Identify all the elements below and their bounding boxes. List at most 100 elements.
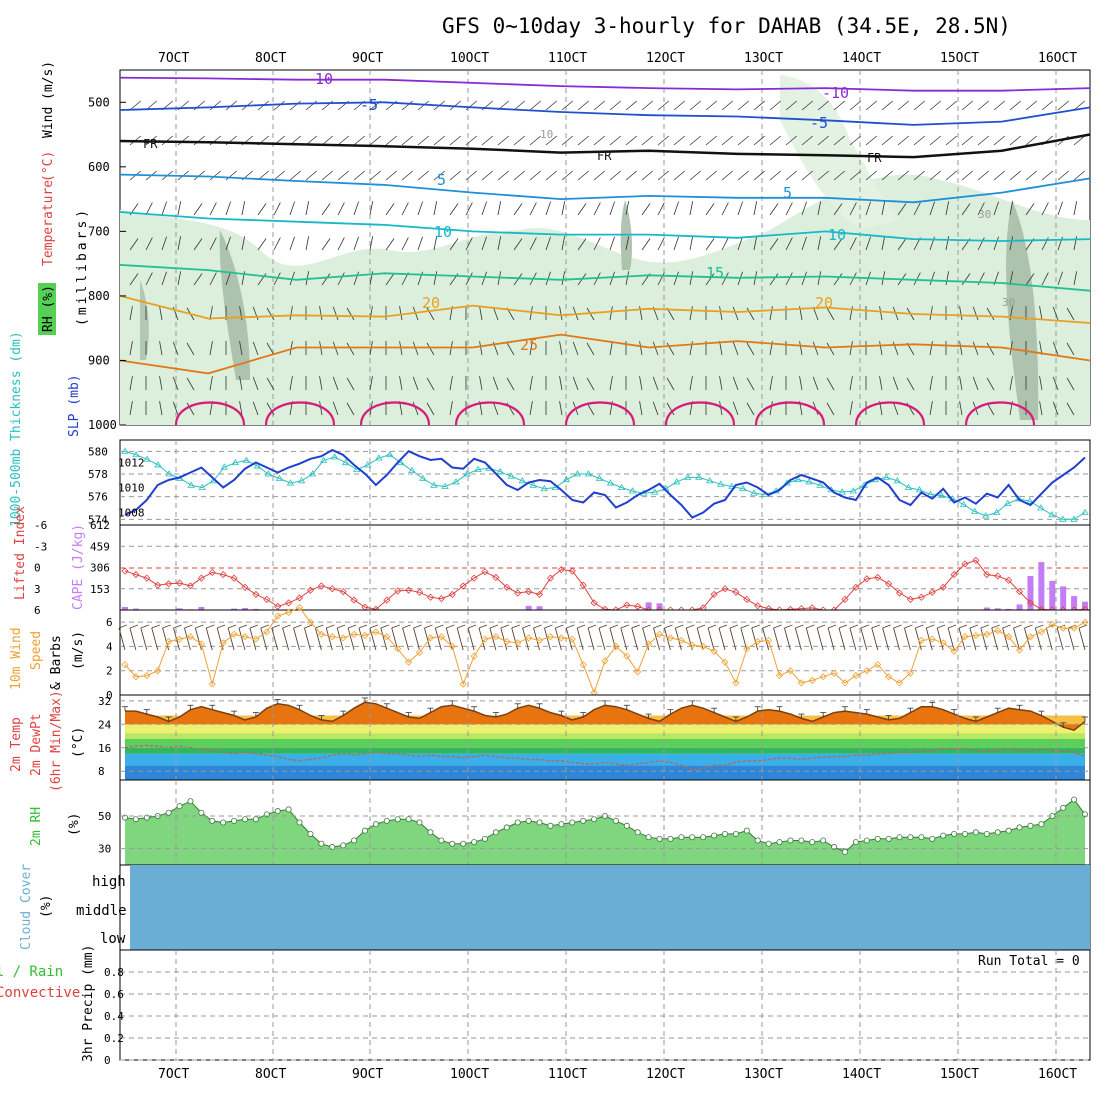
- thickness-point-6: [187, 481, 195, 488]
- rh-point-68: [863, 837, 870, 844]
- upper-barb-281: [577, 135, 589, 146]
- rh-point-32: [471, 839, 478, 846]
- upper-barb-152: [369, 170, 381, 181]
- rh-point-48: [645, 834, 652, 841]
- upper-barb-383: [737, 201, 743, 216]
- wind-point-0: [121, 661, 129, 669]
- sfc-barb-flag-21: [347, 624, 357, 629]
- sfc-barb-71: [893, 627, 900, 651]
- wind-point-18: [317, 630, 325, 638]
- wind-point-38: [535, 636, 544, 644]
- isotherm-label-p5-right: 5: [783, 184, 792, 202]
- upper-barb-41: [193, 135, 205, 146]
- upper-barb-132: [337, 170, 349, 181]
- upper-barb-89: [252, 401, 259, 416]
- upper-barb-588: [1052, 376, 1059, 391]
- cloud-cover-axis-label: Cloud Cover: [19, 864, 34, 950]
- upper-barb-182: [417, 170, 429, 181]
- sfc-barb-55: [718, 627, 726, 651]
- heat-loop-7: [854, 401, 926, 426]
- thickness-point-86: [1070, 515, 1078, 522]
- thickness-point-51: [684, 473, 692, 480]
- upper-barb-449: [826, 402, 835, 416]
- lifted-index-line: [124, 559, 1086, 611]
- upper-barb-420: [801, 100, 813, 111]
- upper-barb-308: [609, 376, 613, 391]
- wind-point-39: [546, 633, 555, 641]
- upper-barb-48: [186, 377, 195, 391]
- upper-barb-121: [321, 135, 333, 146]
- upper-barb-297: [586, 342, 595, 356]
- upper-barb-29: [159, 401, 163, 416]
- upper-barb-14: [145, 237, 153, 251]
- precip-ticks: 0 0.2 0.4 0.6 0.8: [104, 966, 124, 1067]
- rh-point-47: [634, 829, 641, 836]
- upper-barb-243: [513, 203, 523, 216]
- upper-barb-113: [305, 201, 310, 216]
- isotherm-6: [119, 295, 1091, 324]
- upper-barb-256: [529, 306, 533, 321]
- rh-point-50: [667, 835, 674, 842]
- upper-barb-257: [529, 341, 533, 356]
- wind-axis-label-4: (m/s): [71, 631, 86, 670]
- surface-wind-frame: [119, 609, 1091, 696]
- top-date-label-9: 16OCT: [1038, 51, 1077, 66]
- sfc-barb-flag-81: [1002, 624, 1011, 629]
- upper-barb-521: [961, 135, 973, 146]
- upper-barb-510: [945, 100, 957, 111]
- sfc-barb-flag-35: [500, 624, 509, 629]
- rh-point-20: [340, 842, 347, 849]
- wind-point-49: [655, 630, 664, 638]
- isotherms: [119, 76, 1091, 375]
- upper-barb-549: [986, 402, 995, 416]
- upper-barb-508: [929, 376, 933, 391]
- upper-barb-34: [177, 236, 182, 251]
- upper-barb-505: [929, 271, 935, 286]
- thickness-point-10: [231, 458, 240, 466]
- sfc-barb-flag-46: [620, 624, 629, 629]
- lifted-point-81: [1005, 576, 1013, 584]
- upper-barb-100: [289, 100, 301, 111]
- lifted-point-20: [339, 588, 347, 596]
- upper-barb-448: [826, 377, 835, 391]
- upper-barb-312: [625, 170, 637, 181]
- upper-barb-114: [305, 236, 310, 251]
- sfc-barb-flag-0: [118, 624, 128, 629]
- upper-barb-58: [209, 376, 213, 391]
- lifted-point-39: [546, 574, 555, 582]
- upper-barb-313: [625, 201, 630, 216]
- lifted-point-46: [623, 601, 631, 609]
- upper-barb-338: [652, 376, 659, 391]
- rh-point-86: [1060, 804, 1067, 811]
- upper-barb-238: [492, 376, 499, 391]
- isotherm-2: [119, 133, 1091, 159]
- slp-thickness-frame: [119, 439, 1091, 526]
- upper-barb-262: [545, 170, 557, 181]
- upper-barb-482: [897, 170, 909, 181]
- slp-tick-0: 1008: [118, 507, 145, 520]
- upper-barb-421: [801, 135, 813, 146]
- sfc-barb-flag-9: [217, 624, 226, 629]
- sfc-barb-flag-5: [173, 624, 182, 629]
- wind-point-50: [666, 634, 675, 642]
- sfc-barb-46: [620, 627, 628, 651]
- sfc-barb-50: [664, 627, 671, 651]
- thickness-point-71: [904, 483, 913, 490]
- upper-barb-446: [826, 307, 835, 321]
- top-date-label-4: 11OCT: [548, 51, 587, 66]
- upper-barb-122: [321, 170, 333, 181]
- upper-barb-209: [449, 401, 453, 416]
- top-date-label-1: 8OCT: [255, 51, 286, 66]
- thickness-point-16: [297, 477, 306, 484]
- dewpoint-line: [124, 744, 1086, 771]
- rh-dark-1: [219, 230, 250, 380]
- wind-point-71: [895, 679, 904, 687]
- wind-point-65: [830, 669, 838, 677]
- rh-point-26: [405, 816, 412, 823]
- sfc-barb-19: [325, 627, 333, 651]
- upper-barb-540: [993, 100, 1005, 111]
- upper-barb-390: [753, 100, 765, 111]
- upper-barb-355: [689, 271, 694, 286]
- upper-barb-44: [193, 238, 203, 251]
- lifted-point-1: [132, 571, 140, 579]
